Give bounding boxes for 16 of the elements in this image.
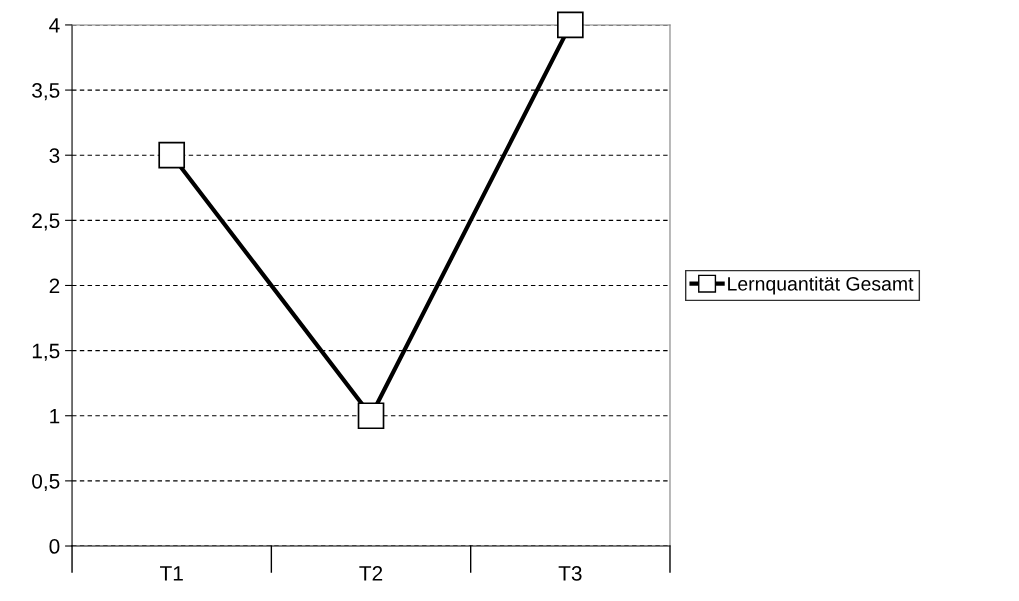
y-tick-label: 2,5 <box>32 213 60 231</box>
legend-label: Lernquantität Gesamt <box>728 276 914 295</box>
x-tick-label: T1 <box>160 566 183 581</box>
y-tick-label: 2 <box>49 278 60 294</box>
x-tick-label: T3 <box>558 566 582 581</box>
y-tick-label: 1 <box>50 408 60 424</box>
point <box>556 11 584 39</box>
y-tick-label: 3,5 <box>32 83 60 101</box>
point <box>158 141 186 169</box>
y-tick-label: 0 <box>49 539 60 554</box>
y-tick-label: 4 <box>49 18 60 33</box>
point <box>357 402 385 430</box>
x-tick-label: T2 <box>359 566 383 581</box>
y-tick-label: 0,5 <box>32 473 60 492</box>
y-tick-label: 1,5 <box>32 343 60 361</box>
y-tick-label: 3 <box>49 148 60 163</box>
